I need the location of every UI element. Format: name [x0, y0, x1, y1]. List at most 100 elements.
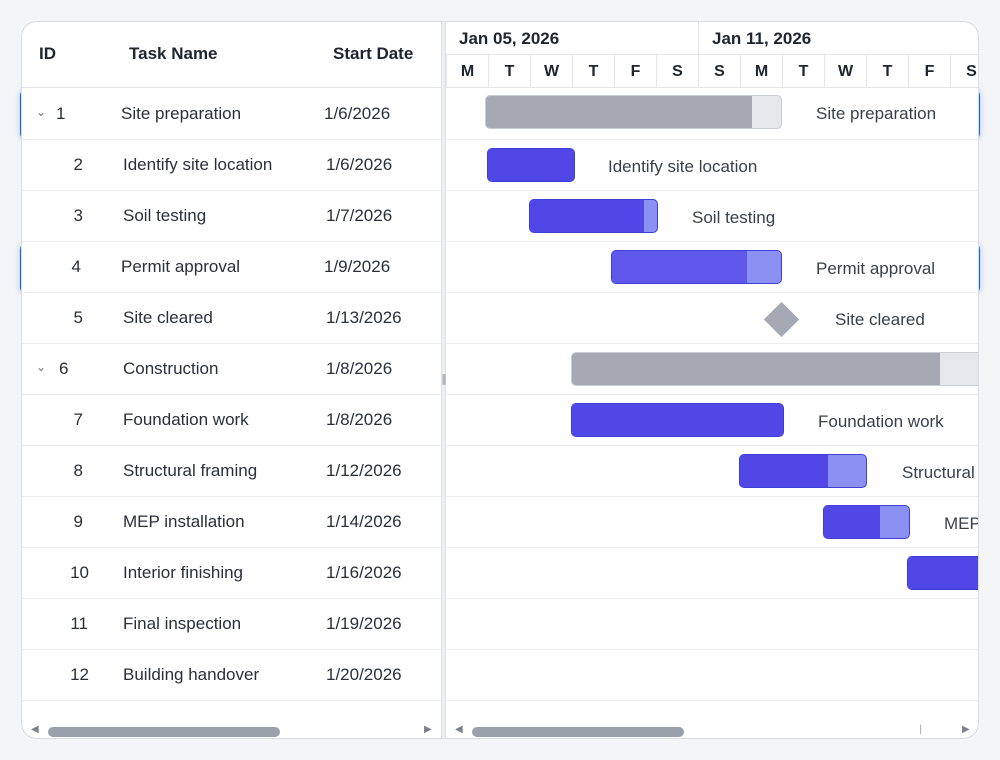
table-row[interactable]: ⌄ 6 Construction 1/8/2026: [22, 344, 441, 395]
arrow-right-icon[interactable]: ▶: [424, 724, 432, 735]
day-label: W: [530, 55, 572, 88]
task-name: Building handover: [123, 665, 260, 684]
table-row[interactable]: 8 Structural framing 1/12/2026: [22, 446, 441, 497]
chart-row: [446, 599, 978, 650]
chevron-down-icon[interactable]: ⌄: [36, 105, 47, 119]
task-start: 1/20/2026: [326, 665, 402, 684]
parent-task-bar[interactable]: [571, 352, 978, 386]
grid-header: ID Task Name Start Date: [22, 22, 441, 88]
chart-row: [446, 548, 978, 599]
bar-label: Site cleared: [835, 310, 925, 329]
grid-horizontal-scrollbar[interactable]: ◀ ▶: [22, 722, 441, 738]
task-name: Site cleared: [123, 308, 213, 327]
task-start: 1/14/2026: [326, 512, 402, 531]
pane-splitter[interactable]: ‖: [441, 22, 447, 738]
task-id: 11: [70, 614, 88, 633]
arrow-left-icon[interactable]: ◀: [455, 724, 463, 735]
chart-row: [446, 446, 978, 497]
gantt-chart: ID Task Name Start Date ⌄ 1 Site prepara…: [21, 21, 979, 739]
timeline-header: Jan 05, 2026 Jan 11, 2026 M T W T F S S …: [446, 22, 978, 88]
table-row[interactable]: 4 Permit approval 1/9/2026: [22, 242, 441, 293]
task-id: 10: [70, 563, 89, 582]
task-id: 7: [73, 410, 83, 429]
day-label: T: [782, 55, 824, 88]
task-start: 1/9/2026: [324, 257, 391, 276]
timeline-chart: Jan 05, 2026 Jan 11, 2026 M T W T F S S …: [446, 22, 979, 738]
chart-row: [446, 191, 978, 242]
arrow-left-icon[interactable]: ◀: [31, 724, 39, 735]
table-row[interactable]: 2 Identify site location 1/6/2026: [22, 140, 441, 191]
task-name: MEP installation: [123, 512, 245, 531]
column-header-id[interactable]: ID: [39, 44, 56, 63]
task-start: 1/8/2026: [326, 410, 393, 429]
column-header-task-name[interactable]: Task Name: [129, 44, 218, 63]
chevron-down-icon[interactable]: ⌄: [36, 360, 47, 374]
bar-label: Structural framing: [902, 463, 978, 482]
bar-label: MEP installation: [944, 514, 979, 533]
task-start: 1/6/2026: [326, 155, 393, 174]
arrow-right-icon[interactable]: ▶: [962, 724, 970, 735]
day-label: T: [572, 55, 614, 88]
day-label: T: [488, 55, 530, 88]
bar-label: Permit approval: [816, 259, 936, 278]
scrollbar-thumb[interactable]: [48, 727, 280, 737]
table-row[interactable]: 5 Site cleared 1/13/2026: [22, 293, 441, 344]
table-row[interactable]: 7 Foundation work 1/8/2026: [22, 395, 441, 446]
chart-row: [446, 344, 978, 395]
day-label: S: [698, 55, 740, 88]
bar-label: Identify site location: [608, 157, 758, 176]
task-bar[interactable]: [739, 454, 867, 488]
task-id: 5: [73, 308, 83, 327]
task-name: Interior finishing: [123, 563, 244, 582]
task-name: Final inspection: [123, 614, 242, 633]
task-start: 1/13/2026: [326, 308, 402, 327]
task-start: 1/6/2026: [324, 104, 391, 123]
task-name: Structural framing: [123, 461, 258, 480]
task-bar[interactable]: [487, 148, 575, 182]
task-name: Construction: [123, 359, 219, 378]
table-row[interactable]: 9 MEP installation 1/14/2026: [22, 497, 441, 548]
task-id: 4: [71, 257, 81, 276]
day-label: M: [446, 55, 488, 88]
task-start: 1/19/2026: [326, 614, 402, 633]
task-id: 9: [73, 512, 83, 531]
scroll-marker: |: [919, 724, 923, 735]
task-id: 12: [70, 665, 89, 684]
task-id: 2: [73, 155, 83, 174]
table-row[interactable]: 12 Building handover 1/20/2026: [22, 650, 441, 701]
grip-icon[interactable]: ‖: [441, 372, 447, 385]
week-label: Jan 05, 2026: [446, 22, 698, 55]
table-row[interactable]: ⌄ 1 Site preparation 1/6/2026: [22, 89, 441, 140]
table-row[interactable]: 10 Interior finishing 1/16/2026: [22, 548, 441, 599]
day-label: F: [908, 55, 950, 88]
task-start: 1/8/2026: [326, 359, 393, 378]
task-bar[interactable]: [823, 505, 910, 539]
task-bar[interactable]: [611, 250, 782, 284]
task-id: 8: [73, 461, 83, 480]
chart-row: [446, 293, 978, 344]
column-header-start-date[interactable]: Start Date: [333, 44, 414, 63]
day-label: S: [950, 55, 978, 88]
day-label: W: [824, 55, 866, 88]
task-bar[interactable]: [529, 199, 658, 233]
task-bar[interactable]: [571, 403, 784, 437]
table-row[interactable]: 11 Final inspection 1/19/2026: [22, 599, 441, 650]
scrollbar-thumb[interactable]: [472, 727, 684, 737]
task-name: Site preparation: [121, 104, 242, 123]
task-start: 1/12/2026: [326, 461, 402, 480]
day-label: F: [614, 55, 656, 88]
task-start: 1/7/2026: [326, 206, 393, 225]
task-name: Foundation work: [123, 410, 249, 429]
day-label: S: [656, 55, 698, 88]
task-name: Identify site location: [123, 155, 273, 174]
bar-label: Soil testing: [692, 208, 776, 227]
task-grid: ID Task Name Start Date ⌄ 1 Site prepara…: [22, 22, 441, 738]
table-row[interactable]: 3 Soil testing 1/7/2026: [22, 191, 441, 242]
task-name: Permit approval: [121, 257, 241, 276]
parent-task-bar[interactable]: [485, 95, 782, 129]
chart-horizontal-scrollbar[interactable]: ◀ | ▶: [446, 722, 978, 738]
day-label: M: [740, 55, 782, 88]
chart-row: [446, 497, 978, 548]
chart-row: [446, 140, 978, 191]
task-bar[interactable]: [907, 556, 978, 590]
